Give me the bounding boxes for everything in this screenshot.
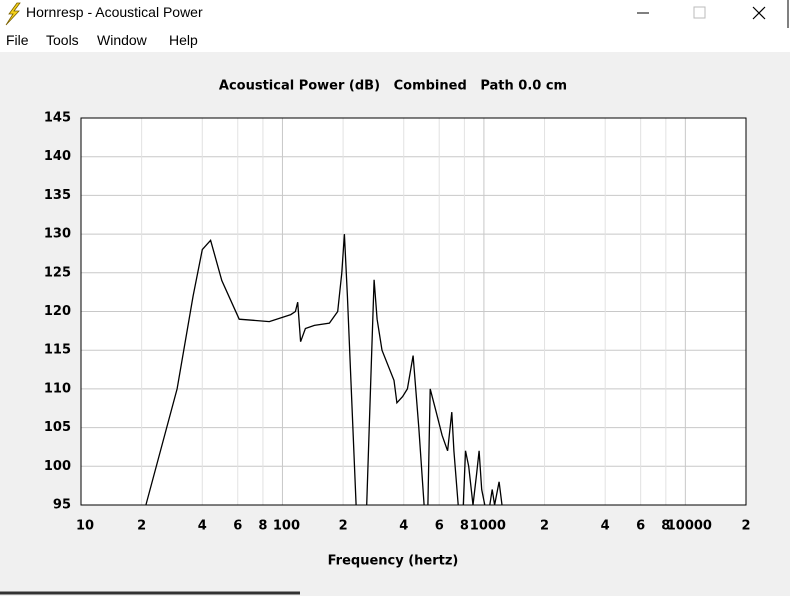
x-tick-label: 10000: [667, 519, 712, 534]
title-bar: Hornresp - Acoustical Power: [0, 0, 790, 28]
x-tick-label: 10: [76, 519, 94, 534]
menu-item[interactable]: Window: [97, 32, 147, 48]
y-tick-label: 130: [44, 227, 71, 242]
x-tick-label: 6: [636, 519, 645, 534]
menu-item[interactable]: File: [6, 32, 29, 48]
y-tick-label: 135: [44, 188, 71, 203]
y-tick-label: 105: [44, 420, 71, 435]
window-title: Hornresp - Acoustical Power: [26, 4, 203, 20]
x-tick-label: 4: [399, 519, 408, 534]
x-tick-label: 2: [137, 519, 146, 534]
y-tick-label: 120: [44, 304, 71, 319]
x-tick-label: 2: [540, 519, 549, 534]
y-tick-label: 125: [44, 265, 71, 280]
app-icon: [5, 2, 21, 26]
x-axis-label: Frequency (hertz): [328, 554, 459, 569]
x-tick-label: 8: [460, 519, 469, 534]
x-tick-label: 2: [741, 519, 750, 534]
y-tick-label: 140: [44, 149, 71, 164]
x-tick-label: 4: [601, 519, 610, 534]
x-tick-label: 6: [233, 519, 242, 534]
data-line: [145, 234, 503, 506]
menu-item[interactable]: Tools: [46, 32, 79, 48]
menu-bar: File Tools Window Help: [0, 28, 790, 52]
plot-frame: [80, 117, 747, 506]
x-tick-label: 100: [273, 519, 300, 534]
x-tick-label: 8: [661, 519, 670, 534]
x-tick-label: 6: [435, 519, 444, 534]
x-tick-label: 2: [339, 519, 348, 534]
maximize[interactable]: [693, 6, 706, 19]
window-controls[interactable]: [610, 0, 790, 28]
close[interactable]: [752, 6, 766, 20]
x-tick-label: 1000: [470, 519, 506, 534]
x-tick-label: 4: [198, 519, 207, 534]
y-tick-label: 110: [44, 381, 71, 396]
y-tick-label: 145: [44, 111, 71, 126]
y-tick-label: 95: [53, 498, 71, 513]
chart: Acoustical Power (dB) Combined Path 0.0 …: [0, 79, 751, 595]
chart-title: Acoustical Power (dB) Combined Path 0.0 …: [219, 79, 567, 94]
y-tick-label: 100: [44, 459, 71, 474]
menu-item[interactable]: Help: [169, 32, 198, 48]
x-tick-label: 8: [258, 519, 267, 534]
y-tick-label: 115: [44, 343, 71, 358]
